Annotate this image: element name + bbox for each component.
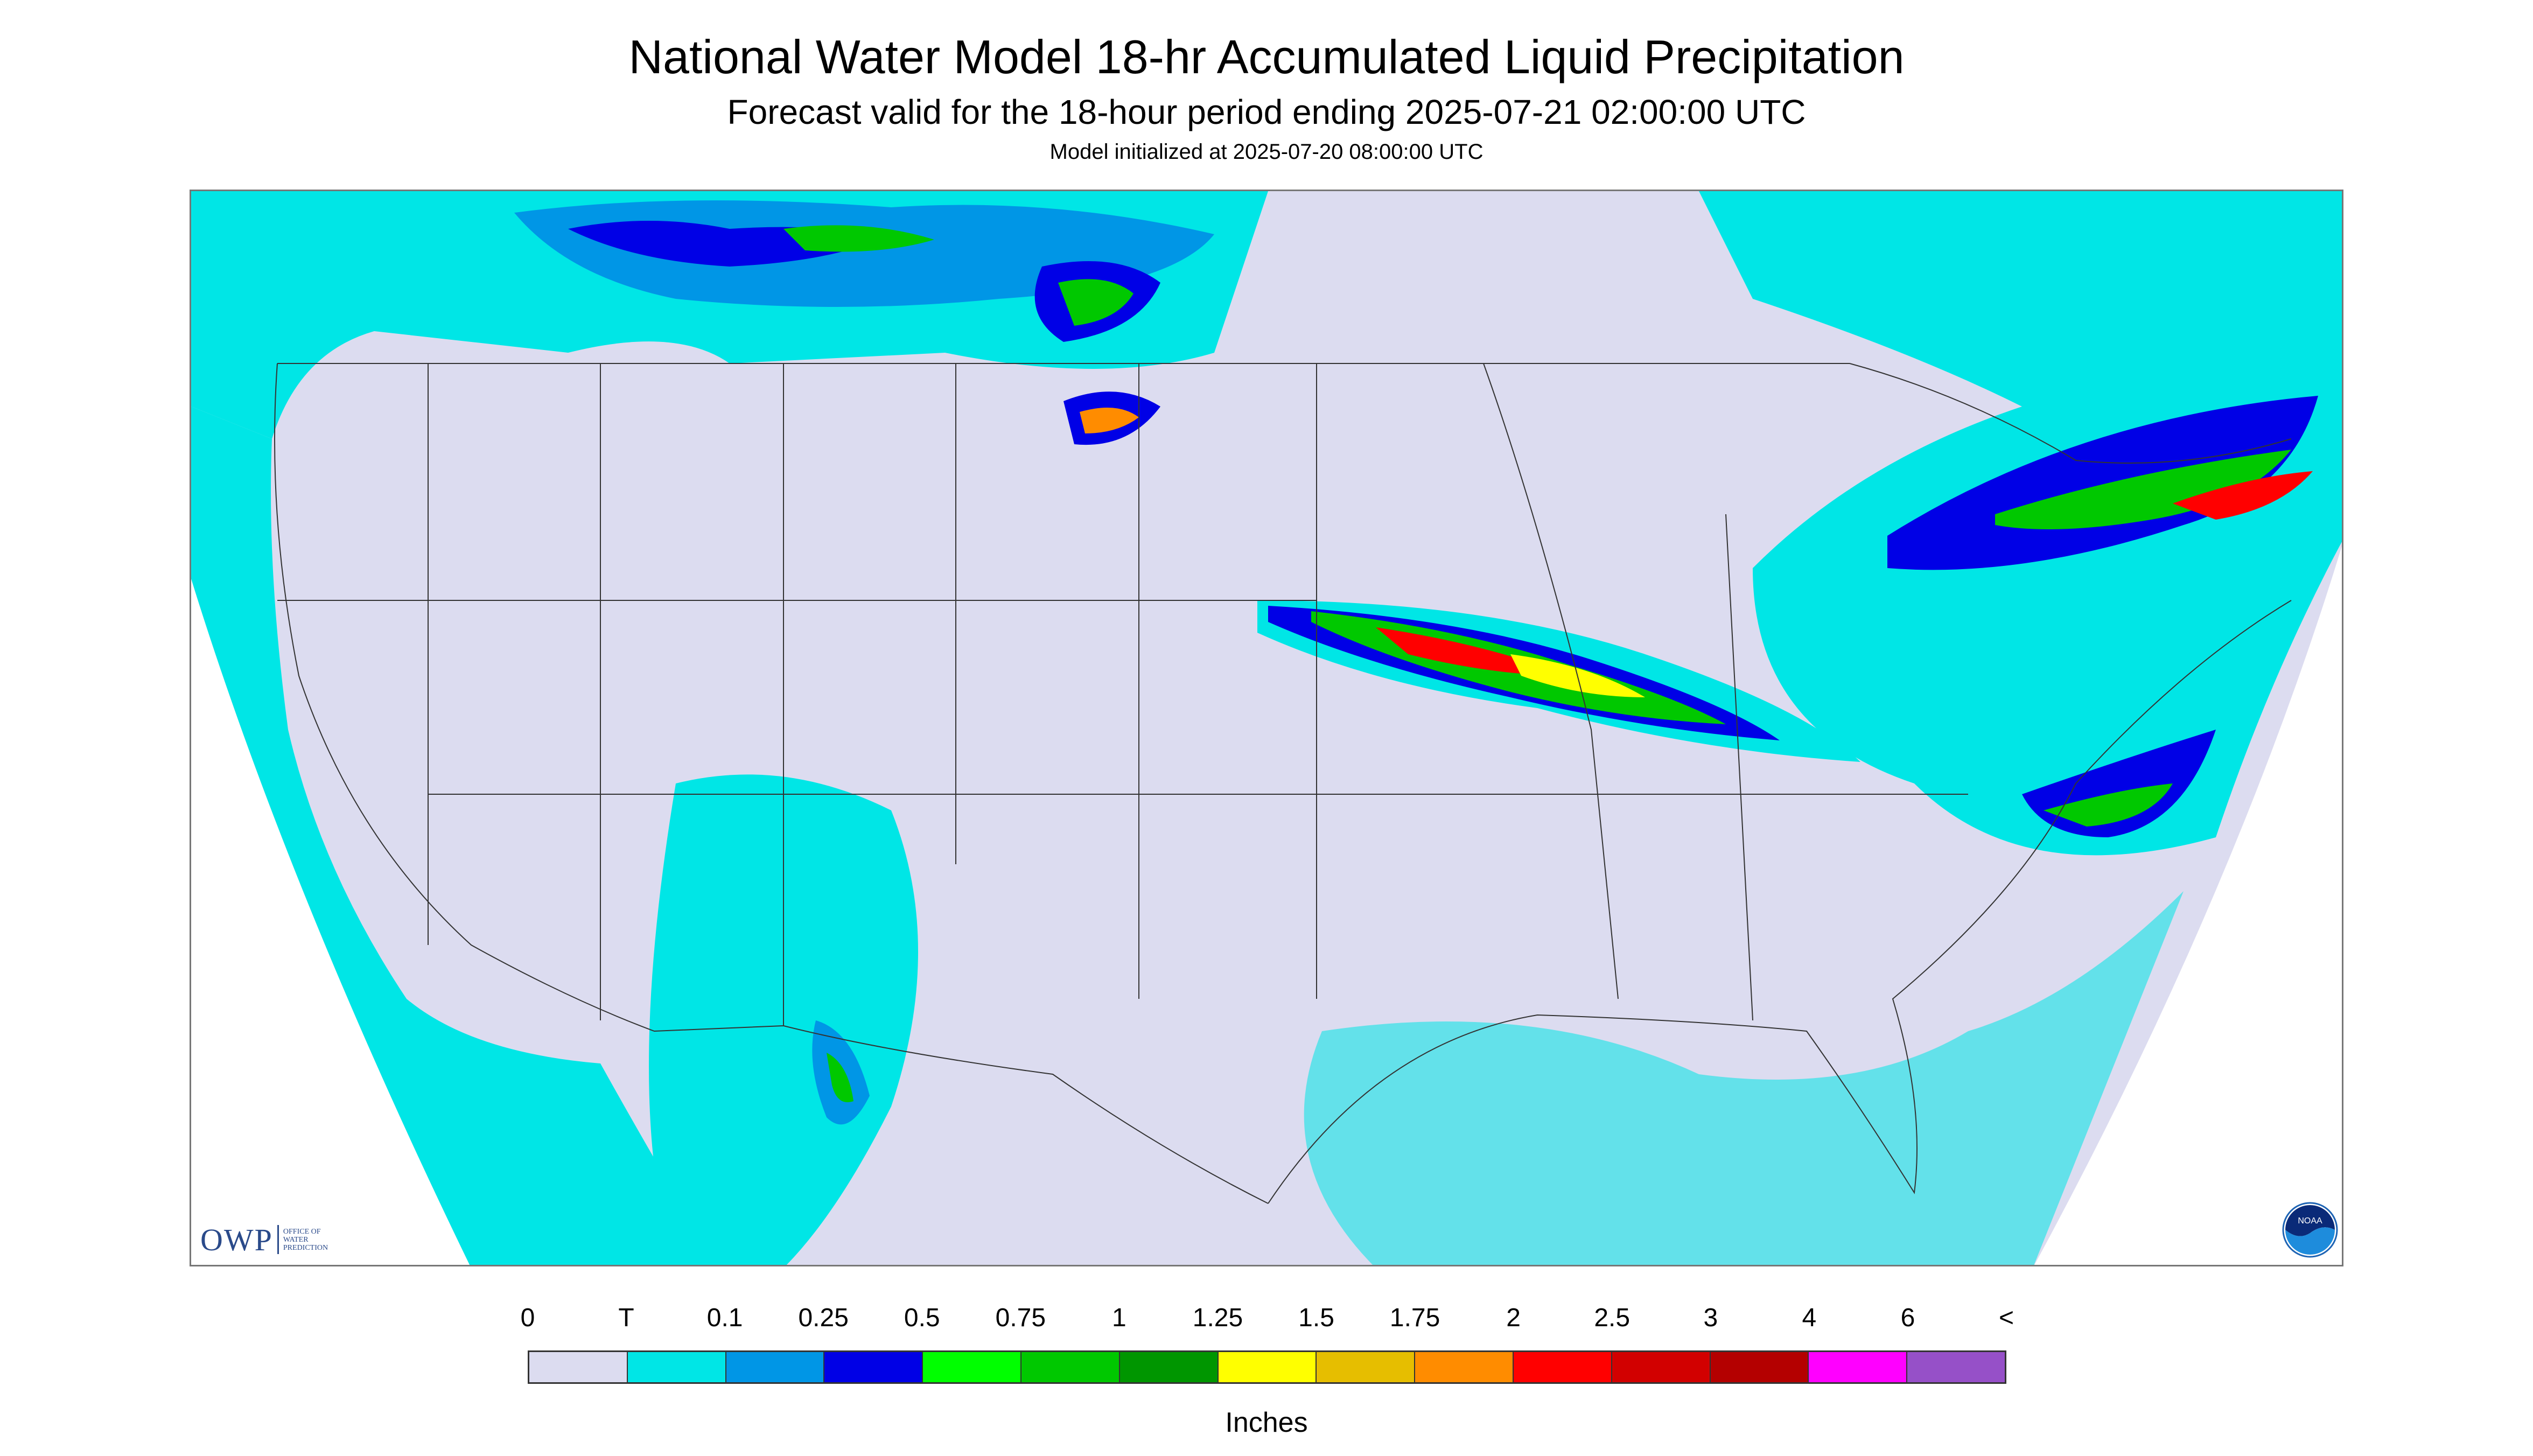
owp-logo-text: OFFICE OF WATER PREDICTION [283, 1228, 328, 1252]
new-england-heavy-cell [2173, 471, 2313, 520]
legend-label-7: 1.25 [1192, 1304, 1243, 1332]
legend-swatch-2 [726, 1352, 825, 1382]
legend-swatch-4 [923, 1352, 1021, 1382]
legend-label-10: 2 [1506, 1304, 1521, 1332]
legend-label-3: 0.25 [798, 1304, 849, 1332]
legend-swatch-5 [1021, 1352, 1120, 1382]
gulf-trace-area [1304, 891, 2184, 1265]
political-borders [274, 363, 2292, 1204]
atlantic-core-cell [2044, 783, 2173, 827]
legend-swatch-1 [627, 1352, 726, 1382]
legend-label-13: 4 [1802, 1304, 1817, 1332]
legend-label-6: 1 [1112, 1304, 1126, 1332]
legend-swatch-7 [1218, 1352, 1317, 1382]
legend-swatch-13 [1809, 1352, 1908, 1382]
map-canvas [191, 191, 2342, 1265]
owp-logo-divider [277, 1225, 279, 1254]
owp-logo-line3: PREDICTION [283, 1243, 328, 1252]
manitoba-cell-core [1058, 279, 1133, 326]
legend-label-4: 0.5 [904, 1304, 940, 1332]
legend-label-9: 1.75 [1389, 1304, 1440, 1332]
legend-swatch-14 [1907, 1352, 2005, 1382]
owp-logo-mark: OWP [200, 1222, 273, 1257]
owp-logo-line2: WATER [283, 1235, 309, 1244]
legend-labels: 0 T 0.1 0.25 0.5 0.75 1 1.25 1.5 1.75 2 2.5 3 4 6 < [0, 1305, 2533, 1338]
legend-label-15: < [1998, 1304, 2014, 1332]
legend-label-11: 2.5 [1594, 1304, 1631, 1332]
map-subtitle: Forecast valid for the 18-hour period en… [727, 93, 1806, 131]
legend-swatch-6 [1119, 1352, 1219, 1382]
us-mexico-coast [274, 363, 1269, 1204]
model-init-time: Model initialized at 2025-07-20 08:00:00… [1049, 140, 1484, 164]
legend-label-1: T [618, 1304, 634, 1332]
northeast-core-band [1995, 450, 2291, 529]
noaa-logo: NOAA [2282, 1202, 2338, 1258]
legend-label-5: 0.75 [995, 1304, 1046, 1332]
state-border-10 [1483, 363, 1619, 999]
legend-label-0: 0 [520, 1304, 535, 1332]
legend-swatch-8 [1317, 1352, 1416, 1382]
legend-label-14: 6 [1900, 1304, 1915, 1332]
legend-label-8: 1.5 [1298, 1304, 1334, 1332]
legend-label-12: 3 [1703, 1304, 1718, 1332]
us-canada-border-east [1849, 363, 2292, 464]
legend-swatch-12 [1710, 1352, 1809, 1382]
legend-unit: Inches [1225, 1407, 1308, 1438]
canada-core-band [783, 225, 934, 252]
map-title: National Water Model 18-hr Accumulated L… [628, 30, 1905, 83]
gulf-atlantic-coast [1268, 600, 2292, 1204]
dakota-cell-core [1080, 408, 1139, 433]
northeast-precip-band [1887, 396, 2318, 570]
precipitation-map[interactable] [190, 190, 2343, 1266]
owp-logo-line1: OFFICE OF [283, 1227, 321, 1236]
legend-swatch-10 [1513, 1352, 1612, 1382]
state-border-11 [1725, 514, 1753, 1021]
legend-swatch-0 [529, 1352, 628, 1382]
legend-swatch-9 [1415, 1352, 1514, 1382]
noaa-logo-text: NOAA [2298, 1216, 2322, 1226]
mexico-core-cell [827, 1053, 853, 1102]
legend-label-2: 0.1 [706, 1304, 743, 1332]
legend-swatch-11 [1612, 1352, 1711, 1382]
legend-colorbar [528, 1350, 2006, 1384]
owp-logo: OWP OFFICE OF WATER PREDICTION [200, 1222, 373, 1257]
legend-swatch-3 [824, 1352, 923, 1382]
